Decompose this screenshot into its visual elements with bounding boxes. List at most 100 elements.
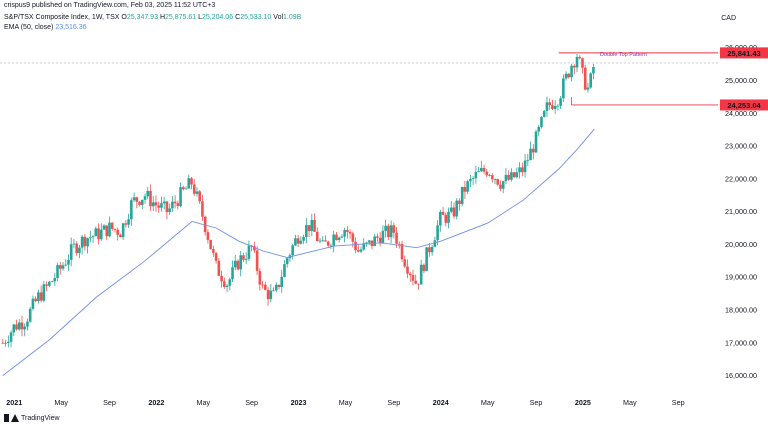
legend-symbol-row: S&P/TSX Composite Index, 1W, TSX O25,347… — [4, 13, 301, 23]
x-tick-label: 2025 — [575, 398, 591, 407]
candle-body — [307, 225, 311, 231]
candle-body — [94, 228, 98, 237]
y-tick-label: 19,000.00 — [725, 273, 757, 282]
high-value: 25,875.61 — [165, 14, 197, 21]
candle-body — [285, 258, 289, 265]
candle-body — [367, 240, 371, 243]
candle-body — [356, 250, 360, 252]
candle-body — [326, 241, 330, 246]
candle-body — [149, 190, 152, 207]
candle-body — [564, 73, 568, 79]
candle-body — [110, 222, 114, 229]
candle-body — [466, 181, 469, 192]
open-label: O — [121, 14, 127, 21]
candle-body — [69, 244, 73, 260]
candle-body — [469, 179, 472, 182]
candle-body — [42, 284, 46, 301]
candle-body — [321, 240, 325, 242]
candle-body — [242, 255, 245, 260]
candle-body — [34, 298, 37, 302]
candle-body — [225, 285, 229, 287]
candle-body — [455, 200, 459, 217]
candle-body — [575, 56, 579, 68]
candle-body — [444, 214, 448, 223]
candle-body — [403, 259, 407, 267]
candle-body — [586, 87, 590, 90]
candle-body — [523, 160, 527, 173]
candle-body — [324, 240, 327, 242]
candle-body — [255, 250, 259, 271]
candle-body — [119, 234, 122, 238]
candle-body — [138, 201, 141, 205]
candle-body — [206, 232, 210, 240]
candle-body — [439, 211, 442, 226]
x-tick-label: May — [623, 398, 637, 407]
candle-body — [220, 275, 223, 282]
candle-body — [570, 65, 573, 78]
candle-body — [56, 265, 59, 278]
candle-body — [184, 188, 188, 190]
candle-body — [274, 284, 278, 291]
candle-body — [99, 229, 103, 240]
tradingview-logo-icon — [4, 414, 19, 422]
symbol-name[interactable]: S&P/TSX Composite Index, 1W, TSX — [4, 14, 120, 21]
candle-body — [105, 225, 109, 237]
candle-body — [171, 201, 174, 209]
candle-body — [411, 275, 415, 281]
candle-body — [231, 267, 234, 280]
candle-body — [217, 260, 221, 276]
candle-body — [348, 232, 352, 234]
currency-label[interactable]: CAD — [721, 15, 736, 22]
candle-body — [127, 219, 130, 225]
candle-body — [337, 237, 341, 241]
candle-body — [4, 342, 7, 344]
candle-body — [332, 234, 335, 246]
candle-body — [135, 197, 139, 202]
candle-body — [165, 201, 169, 213]
candle-body — [302, 236, 305, 241]
candle-body — [583, 67, 587, 90]
candle-body — [45, 284, 48, 286]
candle-body — [78, 247, 81, 254]
candle-body — [160, 203, 163, 208]
candle-body — [488, 175, 491, 176]
candle-body — [387, 225, 390, 238]
candle-body — [531, 148, 535, 153]
y-tick-label: 17,000.00 — [725, 338, 757, 347]
candle-body — [20, 322, 24, 330]
candle-body — [559, 98, 562, 106]
candle-body — [400, 244, 404, 260]
x-tick-label: Sep — [530, 398, 543, 407]
candle-body — [108, 222, 111, 237]
candle-body — [97, 228, 100, 240]
candle-body — [1, 342, 5, 344]
candle-body — [373, 236, 376, 246]
candle-body — [458, 200, 461, 205]
candle-body — [384, 225, 387, 231]
candle-body — [556, 105, 560, 107]
candle-body — [398, 243, 401, 245]
candle-body — [269, 290, 273, 300]
x-tick-label: 2023 — [291, 398, 307, 407]
candle-body — [318, 240, 322, 242]
candle-body — [343, 229, 346, 237]
candle-body — [244, 258, 248, 260]
ema-label[interactable]: EMA (50, close) — [4, 24, 54, 31]
double-top-annotation: Double Top Pattern — [600, 52, 647, 58]
close-label: C — [235, 14, 241, 21]
high-label: H — [159, 14, 165, 21]
candle-body — [236, 260, 240, 270]
candle-body — [146, 190, 150, 197]
chart-legend: S&P/TSX Composite Index, 1W, TSX O25,347… — [4, 13, 301, 33]
publish-line: crispus9 published on TradingView.com, F… — [4, 2, 216, 9]
candle-body — [310, 219, 314, 231]
candle-body — [501, 181, 505, 189]
y-tick-label: 16,000.00 — [725, 371, 757, 380]
candle-body — [239, 255, 243, 270]
candle-body — [499, 184, 502, 189]
candle-body — [28, 308, 32, 322]
candle-body — [179, 187, 182, 207]
candle-body — [58, 265, 62, 269]
candle-body — [102, 225, 106, 230]
